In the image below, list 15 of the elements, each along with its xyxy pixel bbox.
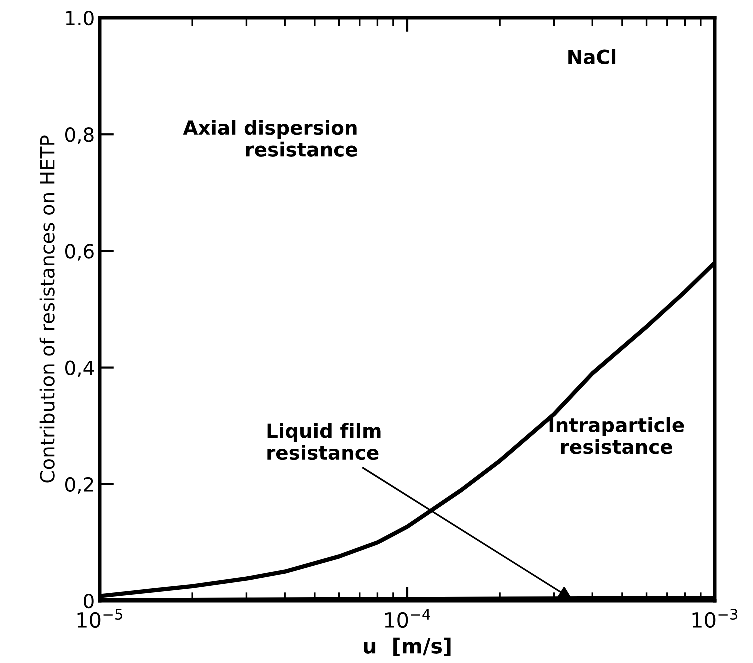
- y-tick-label: 0,4: [66, 360, 94, 378]
- y-tick-label: 1.0: [66, 10, 94, 26]
- y-axis-title: Contribution of resistances on HETP: [40, 136, 55, 483]
- x-tick-label: 10$^{−4}$: [385, 609, 430, 628]
- y-tick-label: 0: [84, 594, 94, 609]
- y-tick-label: 0,2: [66, 477, 94, 494]
- annotation: Axial dispersion resistance: [183, 120, 358, 157]
- x-axis-title: u [m/s]: [364, 638, 451, 656]
- annotation: Liquid film resistance: [268, 423, 381, 460]
- x-tick-label: 10$^{−3}$: [692, 608, 738, 628]
- annotation: Intraparticle resistance: [550, 417, 684, 454]
- y-tick-label: 0,8: [66, 128, 94, 144]
- annotation: NaCl: [568, 49, 616, 64]
- x-tick-label: 10$^{−5}$: [78, 609, 122, 628]
- y-tick-label: 0,6: [66, 244, 94, 261]
